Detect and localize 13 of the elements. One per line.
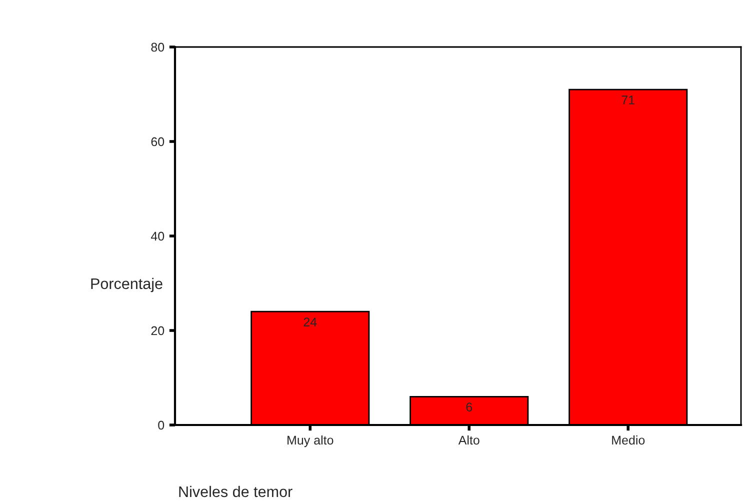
y-tick-label: 60 xyxy=(151,137,164,146)
y-axis-title: Porcentaje xyxy=(91,278,162,292)
y-tick-label: 80 xyxy=(151,42,164,52)
x-tick-label: Alto xyxy=(458,435,480,445)
y-tick-label: 0 xyxy=(158,420,164,430)
y-tick-label: 20 xyxy=(151,326,164,336)
y-tick-label: 40 xyxy=(150,232,164,241)
x-tick-label: Medio xyxy=(612,435,645,445)
data-label: 71 xyxy=(622,96,634,104)
data-label: 6 xyxy=(466,402,472,412)
x-tick-label: Muy alto xyxy=(288,435,334,448)
x-axis-title: Niveles de temor xyxy=(179,486,292,498)
data-label: 24 xyxy=(304,318,317,326)
